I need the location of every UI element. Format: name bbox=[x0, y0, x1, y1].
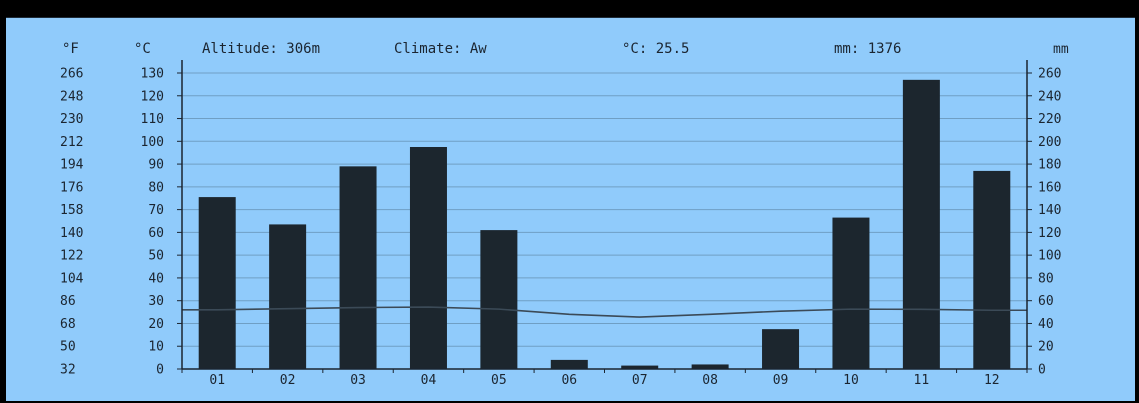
celsius-tick-label: 90 bbox=[148, 158, 164, 173]
fahrenheit-tick-label: 104 bbox=[60, 271, 84, 286]
celsius-tick-label: 20 bbox=[148, 317, 164, 332]
celsius-tick-label: 50 bbox=[148, 249, 164, 264]
mm-tick-label: 240 bbox=[1038, 89, 1061, 104]
axes bbox=[177, 60, 1032, 373]
fahrenheit-tick-label: 212 bbox=[60, 135, 83, 150]
month-label-03: 03 bbox=[350, 373, 366, 388]
mm-tick-label: 20 bbox=[1038, 340, 1054, 355]
fahrenheit-tick-label: 176 bbox=[60, 180, 83, 195]
climate-label: Climate: Aw bbox=[394, 41, 487, 57]
mm-tick-label: 200 bbox=[1038, 135, 1061, 150]
fahrenheit-tick-label: 230 bbox=[60, 112, 83, 127]
precipitation-bar-01 bbox=[198, 197, 236, 369]
mm-tick-label: 60 bbox=[1038, 294, 1054, 309]
month-label-08: 08 bbox=[702, 373, 718, 388]
month-label-11: 11 bbox=[914, 373, 930, 388]
mm-tick-label: 0 bbox=[1038, 363, 1046, 378]
month-label-12: 12 bbox=[984, 373, 1000, 388]
unit-mm-label: mm bbox=[1053, 42, 1069, 57]
precipitation-bar-11 bbox=[902, 79, 940, 370]
month-label-01: 01 bbox=[209, 373, 225, 388]
month-label-05: 05 bbox=[491, 373, 507, 388]
celsius-tick-label: 0 bbox=[156, 363, 164, 378]
celsius-tick-label: 120 bbox=[141, 89, 164, 104]
fahrenheit-tick-label: 140 bbox=[60, 226, 83, 241]
precipitation-bar-04 bbox=[409, 147, 447, 369]
unit-celsius-label: °C bbox=[134, 41, 151, 57]
month-label-09: 09 bbox=[773, 373, 789, 388]
celsius-tick-label: 40 bbox=[148, 271, 164, 286]
precipitation-bar-12 bbox=[973, 170, 1011, 369]
celsius-tick-label: 60 bbox=[148, 226, 164, 241]
celsius-tick-label: 70 bbox=[148, 203, 164, 218]
fahrenheit-tick-label: 248 bbox=[60, 89, 83, 104]
mm-tick-label: 260 bbox=[1038, 67, 1061, 82]
celsius-tick-label: 100 bbox=[141, 135, 164, 150]
celsius-tick-label: 30 bbox=[148, 294, 164, 309]
fahrenheit-tick-label: 266 bbox=[60, 67, 83, 82]
fahrenheit-tick-label: 194 bbox=[60, 158, 84, 173]
celsius-tick-label: 10 bbox=[148, 340, 164, 355]
altitude-label: Altitude: 306m bbox=[202, 41, 320, 57]
mm-tick-label: 180 bbox=[1038, 158, 1061, 173]
precipitation-bars bbox=[198, 79, 1011, 370]
climate-chart-panel: 266 130 260 248 120 240 230 110 220 212 100 200 194 9… bbox=[6, 17, 1135, 401]
fahrenheit-tick-label: 68 bbox=[60, 317, 76, 332]
gridlines bbox=[182, 72, 1027, 347]
month-label-07: 07 bbox=[632, 373, 648, 388]
precipitation-bar-06 bbox=[550, 359, 588, 369]
month-label-06: 06 bbox=[561, 373, 577, 388]
mm-tick-label: 100 bbox=[1038, 249, 1061, 264]
fahrenheit-tick-label: 86 bbox=[60, 294, 76, 309]
precipitation-bar-07 bbox=[621, 365, 659, 369]
precipitation-bar-03 bbox=[339, 166, 377, 369]
total-precipitation-label: mm: 1376 bbox=[834, 41, 901, 57]
month-label-10: 10 bbox=[843, 373, 859, 388]
precipitation-bar-09 bbox=[762, 329, 800, 369]
month-label-04: 04 bbox=[421, 373, 437, 388]
month-label-02: 02 bbox=[280, 373, 296, 388]
fahrenheit-tick-label: 32 bbox=[60, 363, 76, 378]
precipitation-bar-02 bbox=[269, 224, 307, 369]
temperature-line bbox=[182, 306, 1027, 318]
celsius-tick-label: 80 bbox=[148, 180, 164, 195]
mean-temperature-label: °C: 25.5 bbox=[622, 41, 689, 57]
fahrenheit-tick-label: 50 bbox=[60, 340, 76, 355]
precipitation-bar-10 bbox=[832, 217, 870, 369]
fahrenheit-tick-label: 122 bbox=[60, 249, 83, 264]
mm-tick-label: 140 bbox=[1038, 203, 1061, 218]
mm-tick-label: 40 bbox=[1038, 317, 1054, 332]
mm-tick-label: 80 bbox=[1038, 271, 1054, 286]
precipitation-bar-08 bbox=[691, 364, 729, 369]
mm-tick-label: 160 bbox=[1038, 180, 1061, 195]
mm-tick-label: 220 bbox=[1038, 112, 1061, 127]
fahrenheit-tick-label: 158 bbox=[60, 203, 83, 218]
precipitation-bar-05 bbox=[480, 230, 518, 369]
celsius-tick-label: 110 bbox=[141, 112, 164, 127]
mm-tick-label: 120 bbox=[1038, 226, 1061, 241]
celsius-tick-label: 130 bbox=[141, 67, 164, 82]
unit-fahrenheit-label: °F bbox=[62, 41, 79, 57]
